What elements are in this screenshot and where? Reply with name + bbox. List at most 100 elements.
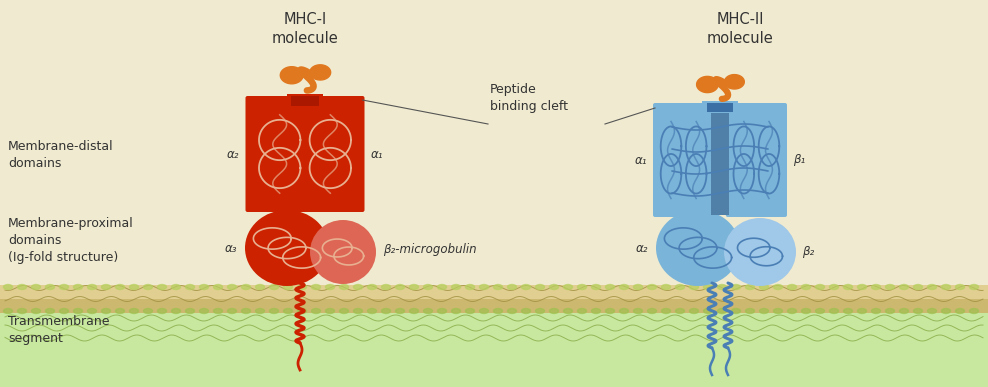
- Ellipse shape: [760, 284, 769, 289]
- Ellipse shape: [479, 308, 488, 313]
- Text: β₂-microgobulin: β₂-microgobulin: [383, 243, 476, 257]
- Ellipse shape: [606, 284, 615, 289]
- Ellipse shape: [200, 284, 208, 289]
- Ellipse shape: [4, 284, 13, 289]
- Bar: [707, 103, 733, 112]
- Text: MHC-II
molecule: MHC-II molecule: [706, 12, 774, 46]
- Ellipse shape: [647, 308, 656, 313]
- Polygon shape: [281, 67, 303, 84]
- Ellipse shape: [801, 308, 810, 313]
- Ellipse shape: [438, 308, 447, 313]
- Bar: [711, 105, 729, 215]
- Ellipse shape: [522, 284, 531, 289]
- Ellipse shape: [774, 308, 782, 313]
- Ellipse shape: [633, 284, 642, 289]
- Polygon shape: [310, 65, 331, 80]
- Ellipse shape: [969, 284, 978, 289]
- Ellipse shape: [656, 210, 740, 286]
- Ellipse shape: [172, 308, 181, 313]
- Ellipse shape: [955, 308, 964, 313]
- Ellipse shape: [424, 284, 433, 289]
- Ellipse shape: [200, 308, 208, 313]
- Ellipse shape: [690, 284, 699, 289]
- FancyBboxPatch shape: [653, 103, 714, 217]
- Bar: [0, 285, 988, 299]
- Ellipse shape: [899, 308, 909, 313]
- Text: α₂: α₂: [227, 149, 239, 161]
- Ellipse shape: [45, 284, 54, 289]
- Ellipse shape: [535, 308, 544, 313]
- Text: β₁: β₁: [793, 154, 805, 166]
- Text: Membrane-distal
domains: Membrane-distal domains: [8, 140, 114, 170]
- Ellipse shape: [801, 284, 810, 289]
- Ellipse shape: [676, 284, 685, 289]
- Ellipse shape: [157, 284, 167, 289]
- Text: α₃: α₃: [224, 241, 237, 255]
- Ellipse shape: [213, 308, 222, 313]
- Ellipse shape: [368, 284, 376, 289]
- Ellipse shape: [340, 284, 349, 289]
- Ellipse shape: [724, 218, 796, 286]
- Ellipse shape: [270, 308, 279, 313]
- Ellipse shape: [241, 284, 251, 289]
- Ellipse shape: [508, 308, 517, 313]
- Ellipse shape: [578, 308, 587, 313]
- Ellipse shape: [522, 308, 531, 313]
- Text: MHC-I
molecule: MHC-I molecule: [272, 12, 338, 46]
- Ellipse shape: [858, 284, 866, 289]
- Ellipse shape: [310, 220, 376, 284]
- Ellipse shape: [647, 284, 656, 289]
- Ellipse shape: [871, 308, 880, 313]
- Ellipse shape: [858, 308, 866, 313]
- Ellipse shape: [633, 308, 642, 313]
- Ellipse shape: [325, 284, 335, 289]
- Ellipse shape: [578, 284, 587, 289]
- Ellipse shape: [717, 308, 726, 313]
- Text: Transmembrane
segment: Transmembrane segment: [8, 315, 110, 345]
- Ellipse shape: [717, 284, 726, 289]
- Ellipse shape: [746, 308, 755, 313]
- Text: β₂: β₂: [802, 245, 814, 259]
- Ellipse shape: [830, 284, 839, 289]
- Ellipse shape: [88, 284, 97, 289]
- Ellipse shape: [354, 308, 363, 313]
- Ellipse shape: [368, 308, 376, 313]
- Ellipse shape: [549, 284, 558, 289]
- Ellipse shape: [479, 284, 488, 289]
- Ellipse shape: [619, 284, 628, 289]
- FancyBboxPatch shape: [726, 103, 787, 217]
- Ellipse shape: [381, 284, 390, 289]
- Bar: [287, 94, 323, 106]
- Ellipse shape: [703, 308, 712, 313]
- Polygon shape: [724, 75, 744, 89]
- Ellipse shape: [955, 284, 964, 289]
- Text: Membrane-proximal
domains
(Ig-fold structure): Membrane-proximal domains (Ig-fold struc…: [8, 216, 133, 264]
- Ellipse shape: [969, 308, 978, 313]
- Ellipse shape: [129, 308, 138, 313]
- Ellipse shape: [592, 284, 601, 289]
- Ellipse shape: [662, 284, 671, 289]
- Ellipse shape: [703, 284, 712, 289]
- Text: α₁: α₁: [370, 149, 383, 161]
- Ellipse shape: [395, 308, 404, 313]
- Ellipse shape: [409, 308, 419, 313]
- Ellipse shape: [297, 308, 306, 313]
- Bar: [0, 299, 988, 313]
- Ellipse shape: [914, 284, 923, 289]
- Ellipse shape: [256, 284, 265, 289]
- Ellipse shape: [297, 284, 306, 289]
- Ellipse shape: [354, 284, 363, 289]
- Ellipse shape: [311, 308, 320, 313]
- Ellipse shape: [746, 284, 755, 289]
- Ellipse shape: [311, 284, 320, 289]
- Ellipse shape: [227, 284, 236, 289]
- Ellipse shape: [102, 284, 111, 289]
- Ellipse shape: [899, 284, 909, 289]
- Ellipse shape: [885, 308, 894, 313]
- Ellipse shape: [325, 308, 335, 313]
- Ellipse shape: [32, 308, 41, 313]
- Ellipse shape: [59, 284, 68, 289]
- FancyBboxPatch shape: [245, 96, 365, 212]
- Ellipse shape: [73, 284, 83, 289]
- Ellipse shape: [830, 308, 839, 313]
